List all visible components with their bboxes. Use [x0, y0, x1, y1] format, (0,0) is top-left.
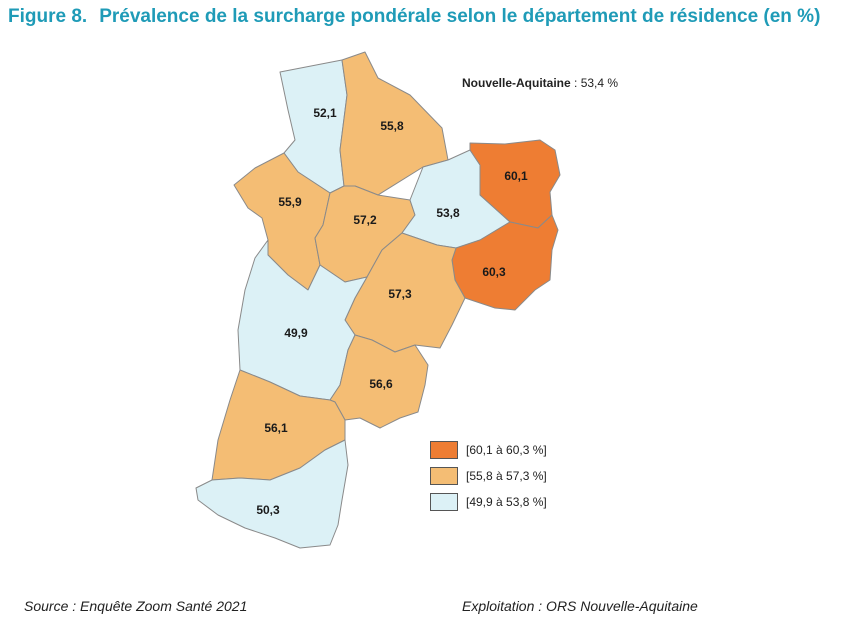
landes-value-label: 56,1	[264, 421, 288, 435]
region-name: Nouvelle-Aquitaine	[462, 76, 571, 90]
legend-item-low: [49,9 à 53,8 %]	[430, 492, 547, 512]
haute-vienne-value-label: 53,8	[436, 206, 460, 220]
region-value: 53,4 %	[580, 76, 619, 90]
charente-value-label: 57,2	[353, 213, 377, 227]
legend-label-mid: [55,8 à 57,3 %]	[466, 469, 547, 483]
vienne-value-label: 55,8	[380, 119, 404, 133]
figure-number: Figure 8.	[8, 6, 88, 27]
region-summary: Nouvelle-Aquitaine : 53,4 %	[462, 76, 618, 90]
pyrenees-atlantiques-value-label: 50,3	[256, 503, 280, 517]
legend-swatch-low	[430, 493, 458, 511]
source-note: Source : Enquête Zoom Santé 2021	[24, 598, 248, 614]
lot-et-garonne-value-label: 56,6	[369, 377, 393, 391]
creuse-value-label: 60,1	[504, 169, 528, 183]
figure-title: Figure 8. Prévalence de la surcharge pond…	[8, 6, 820, 28]
legend: [60,1 à 60,3 %] [55,8 à 57,3 %] [49,9 à …	[430, 440, 547, 518]
dordogne-value-label: 57,3	[388, 287, 412, 301]
legend-item-high: [60,1 à 60,3 %]	[430, 440, 547, 460]
department-creuse: 60,1	[469, 139, 561, 229]
legend-label-low: [49,9 à 53,8 %]	[466, 495, 547, 509]
department-correze: 60,3	[451, 214, 559, 311]
department-haute-vienne: 53,8	[401, 149, 511, 249]
department-dordogne: 57,3	[344, 232, 466, 353]
region-separator: :	[570, 76, 581, 90]
exploitation-note: Exploitation : ORS Nouvelle-Aquitaine	[462, 598, 698, 614]
correze-value-label: 60,3	[482, 265, 506, 279]
department-pyrenees-atlantiques: 50,3	[195, 439, 349, 549]
deux-sevres-value-label: 52,1	[313, 106, 337, 120]
figure-title-text: Prévalence de la surcharge pondérale sel…	[99, 6, 821, 27]
legend-swatch-high	[430, 441, 458, 459]
legend-item-mid: [55,8 à 57,3 %]	[430, 466, 547, 486]
charente-maritime-value-label: 55,9	[278, 195, 302, 209]
pyrenees-atlantiques-area	[195, 439, 349, 549]
creuse-area	[469, 139, 561, 229]
gironde-value-label: 49,9	[284, 326, 308, 340]
legend-swatch-mid	[430, 467, 458, 485]
department-map: 52,1 55,8 55,9 57,2 53,8 60,1 60,3 57,3 …	[195, 51, 561, 549]
legend-label-high: [60,1 à 60,3 %]	[466, 443, 547, 457]
